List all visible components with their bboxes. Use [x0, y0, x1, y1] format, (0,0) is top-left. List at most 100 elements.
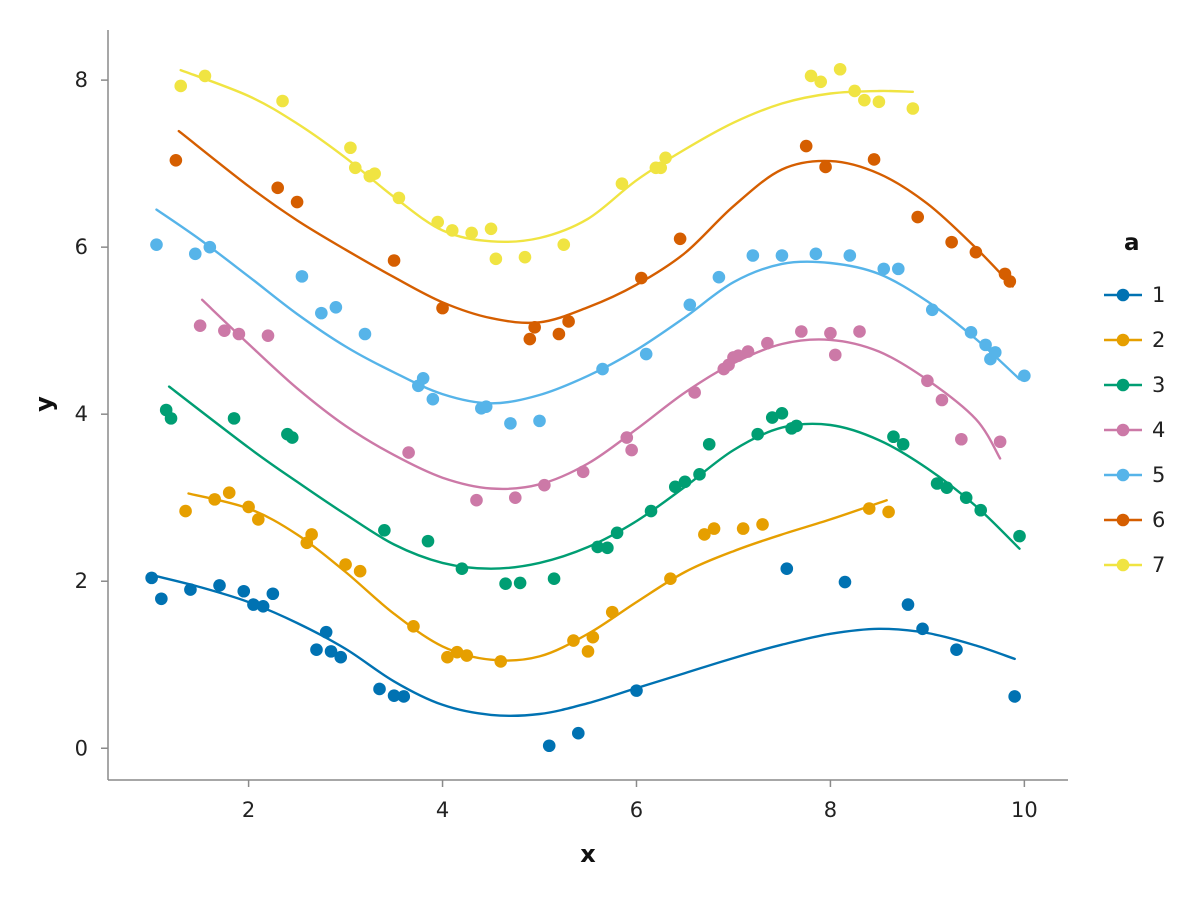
legend-item-3: 3 — [1104, 373, 1165, 397]
data-point-series-5 — [925, 303, 939, 317]
data-point-series-1 — [838, 575, 852, 589]
data-point-series-7 — [906, 102, 920, 115]
data-point-series-7 — [654, 161, 668, 175]
data-point-series-3 — [591, 540, 604, 554]
data-point-series-5 — [843, 249, 857, 262]
data-point-series-1 — [542, 739, 556, 753]
data-point-series-1 — [397, 690, 411, 703]
data-point-series-3 — [751, 427, 764, 441]
data-point-series-2 — [698, 528, 711, 541]
data-point-series-2 — [339, 558, 352, 571]
data-point-series-6 — [290, 195, 304, 209]
data-point-series-1 — [266, 587, 280, 601]
data-point-series-2 — [208, 493, 221, 506]
data-point-series-6 — [969, 245, 983, 259]
fit-line-series-1 — [155, 575, 1016, 718]
data-point-series-5 — [988, 346, 1002, 359]
data-point-series-1 — [247, 598, 260, 611]
data-point-series-2 — [252, 513, 265, 526]
x-tick-label: 10 — [1011, 798, 1038, 822]
data-point-series-3 — [896, 437, 910, 451]
data-point-series-2 — [707, 522, 721, 535]
data-point-series-6 — [673, 232, 687, 246]
data-point-series-3 — [499, 577, 512, 591]
data-point-series-4 — [853, 325, 866, 338]
data-point-series-7 — [484, 222, 498, 236]
data-point-series-7 — [804, 69, 818, 83]
data-point-series-4 — [538, 478, 551, 492]
y-tick-label: 6 — [75, 235, 88, 259]
data-point-series-4 — [402, 446, 415, 459]
data-point-series-6 — [562, 315, 575, 328]
legend-marker — [1116, 513, 1130, 527]
data-point-series-1 — [630, 684, 643, 697]
legend-item-5: 5 — [1104, 463, 1165, 487]
data-point-series-5 — [892, 262, 905, 276]
data-point-series-5 — [533, 414, 546, 428]
data-point-series-5 — [746, 249, 760, 262]
data-point-series-1 — [916, 622, 929, 636]
legend-label: 2 — [1152, 328, 1165, 352]
fit-lines — [155, 68, 1021, 718]
legend-marker — [1116, 378, 1130, 392]
data-point-series-5 — [712, 270, 726, 284]
data-point-series-1 — [237, 584, 251, 598]
data-point-series-4 — [741, 345, 755, 358]
data-point-series-4 — [620, 431, 634, 444]
data-point-series-1 — [145, 571, 158, 585]
data-point-series-2 — [605, 605, 619, 619]
data-point-series-6 — [911, 210, 924, 224]
data-point-series-3 — [164, 412, 178, 425]
data-point-series-7 — [431, 215, 444, 229]
data-point-series-3 — [644, 504, 658, 518]
data-point-series-4 — [824, 326, 837, 340]
data-point-series-2 — [441, 650, 454, 664]
data-point-series-7 — [174, 79, 188, 93]
x-tick-label: 2 — [242, 798, 255, 822]
fit-line-series-7 — [179, 68, 914, 244]
data-point-series-2 — [756, 518, 769, 531]
data-point-series-2 — [882, 505, 895, 519]
y-tick-label: 2 — [75, 569, 88, 593]
fit-line-series-4 — [200, 298, 1002, 491]
data-point-series-2 — [179, 504, 192, 518]
legend-marker — [1116, 288, 1130, 302]
fit-line-series-5 — [155, 208, 1021, 405]
data-point-series-4 — [795, 325, 808, 338]
data-point-series-4 — [688, 386, 701, 399]
data-point-series-7 — [445, 224, 459, 237]
legend: a 1 2 3 4 5 6 7 — [1104, 230, 1165, 577]
legend-marker — [1116, 468, 1130, 482]
data-point-series-3 — [765, 411, 779, 424]
data-point-series-7 — [833, 62, 847, 76]
data-point-series-3 — [930, 477, 944, 490]
data-point-series-4 — [732, 349, 745, 363]
data-point-series-7 — [344, 141, 357, 155]
data-point-series-3 — [601, 541, 614, 555]
data-point-series-3 — [421, 534, 435, 548]
x-axis-title: x — [580, 840, 596, 868]
data-point-series-3 — [547, 572, 561, 586]
x-tick-label: 6 — [630, 798, 643, 822]
data-point-series-6 — [436, 301, 449, 315]
data-point-series-5 — [1018, 369, 1031, 383]
data-point-series-4 — [828, 348, 842, 362]
data-point-series-1 — [1008, 690, 1021, 703]
data-point-series-3 — [790, 419, 803, 433]
data-point-series-7 — [814, 75, 828, 89]
data-point-series-3 — [775, 407, 789, 420]
data-point-series-2 — [586, 630, 600, 644]
data-point-series-1 — [334, 650, 348, 664]
data-point-series-1 — [319, 625, 333, 639]
data-point-series-2 — [567, 634, 580, 647]
data-point-series-3 — [693, 468, 706, 481]
data-point-series-2 — [581, 645, 595, 658]
data-point-series-5 — [203, 240, 217, 254]
data-point-series-2 — [450, 645, 464, 659]
data-point-series-3 — [285, 431, 299, 444]
data-point-series-4 — [470, 493, 483, 507]
data-point-series-2 — [494, 655, 508, 668]
data-point-series-7 — [489, 252, 503, 266]
legend-title: a — [1124, 230, 1140, 256]
data-point-series-6 — [169, 153, 183, 167]
